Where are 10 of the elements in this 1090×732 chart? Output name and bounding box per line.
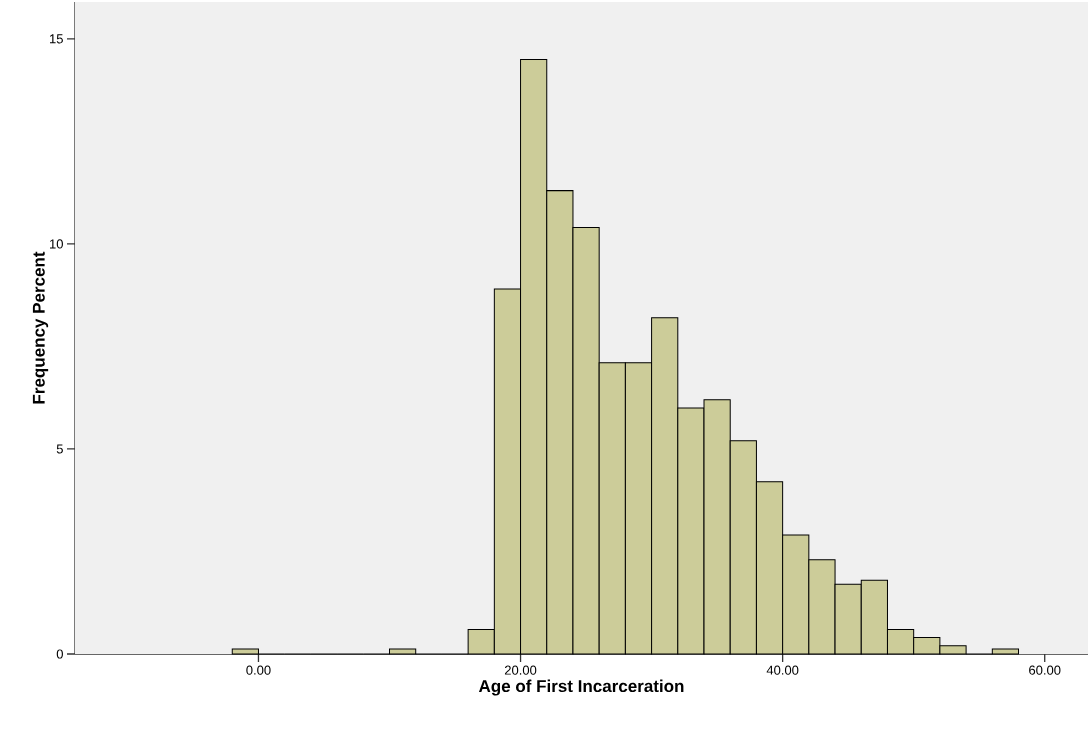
x-tick-label: 20.00	[504, 665, 537, 675]
y-tick-label: 10	[50, 239, 63, 249]
y-tick-label: 0	[56, 649, 63, 659]
y-tick-label: 5	[56, 444, 63, 454]
y-axis-title: Frequency Percent	[32, 251, 49, 404]
x-axis-title: Age of First Incarceration	[478, 679, 684, 696]
x-tick-label: 0.00	[246, 665, 271, 675]
x-tick-label: 40.00	[766, 665, 799, 675]
y-tick-label: 15	[50, 34, 63, 44]
x-tick-label: 60.00	[1029, 665, 1061, 675]
